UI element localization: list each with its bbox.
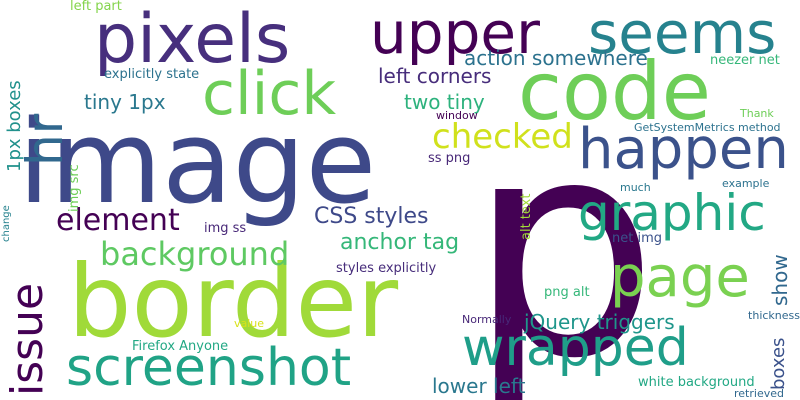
word-change: change	[1, 205, 12, 242]
word-wrapped: wrapped	[462, 318, 689, 378]
word-alt-text: alt text	[519, 193, 534, 240]
word-left-part: left part	[70, 0, 122, 14]
word-neezer-net: neezer net	[710, 53, 780, 68]
word-graphic: graphic	[578, 184, 766, 242]
word-two-tiny: two tiny	[404, 90, 485, 114]
word-upper: upper	[370, 0, 540, 67]
word-show: show	[768, 254, 792, 306]
word-example: example	[722, 177, 770, 190]
word-png-alt: png alt	[544, 285, 590, 300]
word-issue: issue	[2, 282, 53, 396]
word-p: p	[468, 75, 659, 400]
word-element: element	[56, 203, 180, 238]
word-left-corners: left corners	[378, 64, 492, 88]
word-css-styles: CSS styles	[314, 204, 429, 229]
word-jquery-triggers: jQuery triggers	[524, 310, 675, 334]
word-anchor-tag: anchor tag	[340, 230, 460, 255]
word-happen: happen	[578, 117, 789, 182]
word-normally: Normally	[462, 313, 512, 326]
word-styles-explicitly: styles explicitly	[336, 261, 437, 276]
word-page: page	[610, 245, 750, 310]
word-retrieved: retrieved	[734, 387, 784, 400]
word-code: code	[518, 45, 711, 138]
word-window: window	[436, 109, 478, 122]
word-explicitly-state: explicitly state	[104, 67, 200, 82]
word-value: value	[234, 317, 265, 330]
word-firefox-anyone: Firefox Anyone	[132, 339, 229, 354]
word-img-ss: img ss	[204, 221, 247, 236]
word-tiny-1px: tiny 1px	[84, 90, 166, 114]
word-1px-boxes: 1px boxes	[4, 80, 25, 172]
word-click: click	[202, 59, 337, 129]
word-checked: checked	[432, 117, 573, 157]
word-white-background: white background	[638, 375, 755, 390]
word-background: background	[100, 235, 290, 273]
word-screenshot: screenshot	[66, 338, 352, 398]
word-seems: seems	[588, 0, 777, 67]
word-thickness: thickness	[748, 309, 800, 322]
word-action-somewhere: action somewhere	[464, 46, 648, 70]
word-net-img: net img	[612, 231, 662, 246]
word-ss-png: ss png	[428, 151, 471, 166]
word-pixels: pixels	[94, 0, 291, 79]
word-hr: hr	[16, 113, 74, 166]
word-boxes: boxes	[768, 337, 789, 390]
word-img-src: img src	[67, 164, 82, 212]
word-getsystemmetrics: GetSystemMetrics method	[634, 121, 781, 134]
word-lower-left: lower left	[432, 374, 526, 398]
word-border: border	[68, 243, 399, 360]
word-thank: Thank	[740, 107, 774, 120]
word-image: image	[18, 96, 377, 230]
word-much: much	[620, 181, 651, 194]
